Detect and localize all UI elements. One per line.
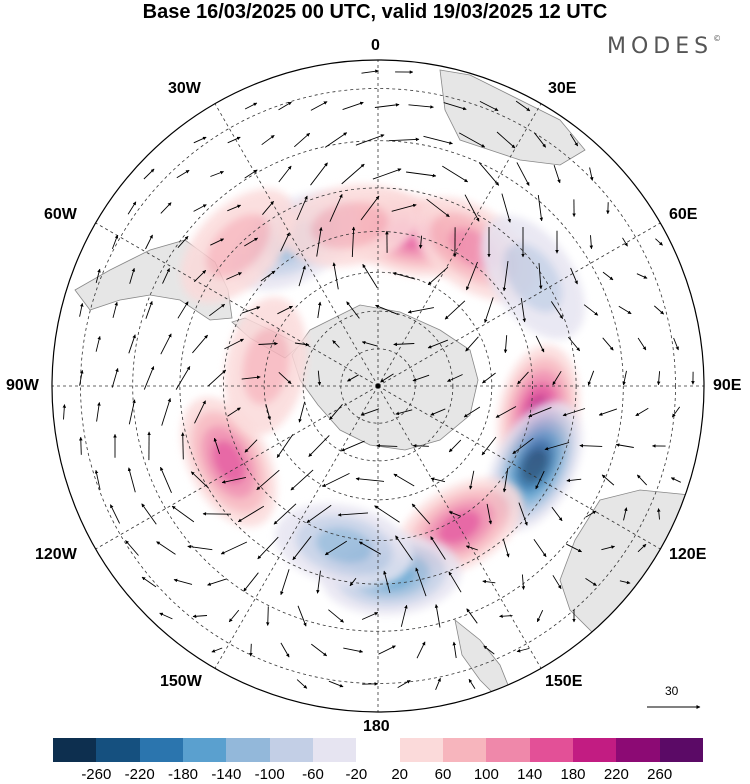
colorbar — [53, 738, 703, 762]
colorbar-ticks: -260 -220 -180 -140 -100 -60 -20 20 60 100 140 180 2… — [53, 766, 703, 784]
colorbar-swatch — [660, 738, 703, 762]
colorbar-tick-label: 220 — [604, 766, 629, 783]
colorbar-tick-label: -260 — [81, 766, 111, 783]
colorbar-tick-label: -100 — [255, 766, 285, 783]
colorbar-swatch — [616, 738, 659, 762]
lon-label-180: 180 — [363, 718, 390, 736]
colorbar-tick-label: -220 — [125, 766, 155, 783]
colorbar-tick-label: 20 — [391, 766, 408, 783]
colorbar-swatch — [400, 738, 443, 762]
lon-label-30e: 30E — [548, 80, 576, 98]
wind-vector-arrow — [413, 446, 429, 447]
lon-label-120w: 120W — [35, 546, 77, 564]
colorbar-swatch — [96, 738, 139, 762]
colorbar-swatch — [140, 738, 183, 762]
colorbar-tick-label: -60 — [302, 766, 324, 783]
colorbar-swatch — [270, 738, 313, 762]
colorbar-tick-label: -180 — [168, 766, 198, 783]
colorbar-swatch — [486, 738, 529, 762]
wind-vector-arrow — [183, 433, 184, 460]
lon-label-120e: 120E — [669, 546, 706, 564]
colorbar-tick-label: -140 — [211, 766, 241, 783]
colorbar-tick-label: -20 — [345, 766, 367, 783]
wind-vector-arrow — [268, 607, 269, 626]
lon-label-60e: 60E — [669, 206, 697, 224]
lon-label-90e: 90E — [713, 377, 741, 395]
lon-label-60w: 60W — [44, 206, 77, 224]
lon-label-30w: 30W — [168, 80, 201, 98]
colorbar-tick-label: 260 — [647, 766, 672, 783]
lon-label-150w: 150W — [160, 673, 202, 691]
colorbar-swatch — [443, 738, 486, 762]
colorbar-swatch — [226, 738, 269, 762]
lon-label-90w: 90W — [6, 377, 39, 395]
south-pole-marker — [376, 384, 381, 389]
colorbar-tick-label: 60 — [435, 766, 452, 783]
colorbar-tick-label: 180 — [560, 766, 585, 783]
wind-vector-arrow — [81, 437, 82, 455]
colorbar-swatch — [53, 738, 96, 762]
colorbar-swatch — [356, 738, 399, 762]
colorbar-swatch — [313, 738, 356, 762]
colorbar-tick-label: 140 — [517, 766, 542, 783]
wind-vector-arrow — [251, 644, 252, 656]
colorbar-swatch — [183, 738, 226, 762]
reference-vector-label: 30 — [665, 684, 678, 698]
colorbar-swatch — [573, 738, 616, 762]
lon-label-150e: 150E — [545, 673, 582, 691]
colorbar-swatch — [530, 738, 573, 762]
lon-label-0: 0 — [371, 37, 380, 55]
colorbar-tick-label: 100 — [474, 766, 499, 783]
